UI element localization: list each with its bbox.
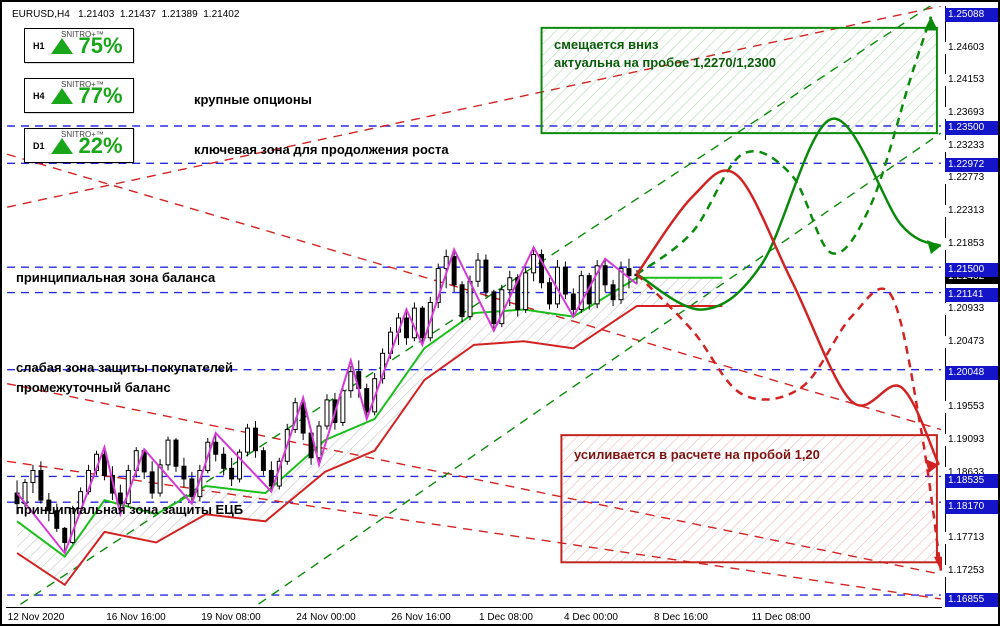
arrow-up-icon: [51, 38, 73, 54]
chart-annotation: промежуточный баланс: [16, 380, 171, 395]
price-tick: 1.19093: [945, 434, 998, 446]
time-tick: 8 Dec 16:00: [654, 612, 708, 623]
price-level-box: 1.21141: [945, 288, 998, 302]
indicator-box: D1SNITRO+™22%: [24, 128, 134, 163]
time-axis: 12 Nov 2020 16 Nov 16:00 19 Nov 08:00 24 No…: [6, 607, 942, 624]
chart-annotation: принципиальная зона баланса: [16, 270, 215, 285]
price-tick: 1.23233: [945, 140, 998, 152]
price-tick: 1.21853: [945, 238, 998, 250]
time-tick: 16 Nov 16:00: [106, 612, 166, 623]
time-tick: 11 Dec 08:00: [752, 612, 811, 623]
scenario-text: смещается внизактуальна на пробое 1,2270…: [544, 28, 942, 134]
price-tick: 1.17713: [945, 532, 998, 544]
price-tick: 1.22773: [945, 172, 998, 184]
brand-label: SNITRO+™: [61, 30, 104, 39]
chart-header: EURUSD,H4 1.21403 1.21437 1.21389 1.2140…: [12, 9, 239, 20]
chart-annotation: ключевая зона для продолжения роста: [194, 142, 449, 157]
price-tick: 1.23693: [945, 107, 998, 119]
price-level-box: 1.20048: [945, 366, 998, 380]
timeframe-label: D1: [33, 141, 45, 151]
arrow-up-icon: [51, 138, 73, 154]
price-axis: 1.25088 1.24603 1.24153 1.23693 1.23233 1.227…: [945, 6, 998, 606]
indicator-box: H1SNITRO+™75%: [24, 28, 134, 63]
time-tick: 26 Nov 16:00: [391, 612, 451, 623]
price-tick: 1.20933: [945, 303, 998, 315]
forex-chart: EURUSD,H4 1.21403 1.21437 1.21389 1.2140…: [0, 0, 1000, 626]
chart-annotation: крупные опционы: [194, 92, 312, 107]
chart-annotation: принципиальная зона защиты ЕЦБ: [16, 502, 243, 517]
arrow-up-icon: [51, 88, 73, 104]
price-tick: 1.22313: [945, 205, 998, 217]
price-tick: 1.25088: [945, 8, 998, 22]
time-tick: 19 Nov 08:00: [201, 612, 261, 623]
scenario-text: усиливается в расчете на пробой 1,20: [564, 438, 942, 566]
price-level-box: 1.23500: [945, 121, 998, 135]
price-tick: 1.17253: [945, 565, 998, 577]
price-tick: 1.24153: [945, 74, 998, 86]
timeframe-label: H1: [33, 41, 45, 51]
price-level-box: 1.22972: [945, 158, 998, 172]
price-level-box: 1.18170: [945, 500, 998, 514]
plot-area: EURUSD,H4 1.21403 1.21437 1.21389 1.2140…: [6, 6, 942, 606]
price-level-box: 1.16855: [945, 593, 998, 607]
price-tick: 1.24603: [945, 42, 998, 54]
brand-label: SNITRO+™: [61, 130, 104, 139]
price-tick: 1.20473: [945, 336, 998, 348]
brand-label: SNITRO+™: [61, 80, 104, 89]
price-tick: 1.19553: [945, 401, 998, 413]
time-tick: 24 Nov 00:00: [296, 612, 356, 623]
chart-annotation: слабая зона защиты покупателей: [16, 360, 233, 375]
timeframe-label: H4: [33, 91, 45, 101]
price-level-box: 1.21500: [945, 263, 998, 277]
time-tick: 12 Nov 2020: [8, 612, 65, 623]
time-tick: 1 Dec 08:00: [479, 612, 533, 623]
time-tick: 4 Dec 00:00: [564, 612, 618, 623]
indicator-box: H4SNITRO+™77%: [24, 78, 134, 113]
price-level-box: 1.18535: [945, 474, 998, 488]
